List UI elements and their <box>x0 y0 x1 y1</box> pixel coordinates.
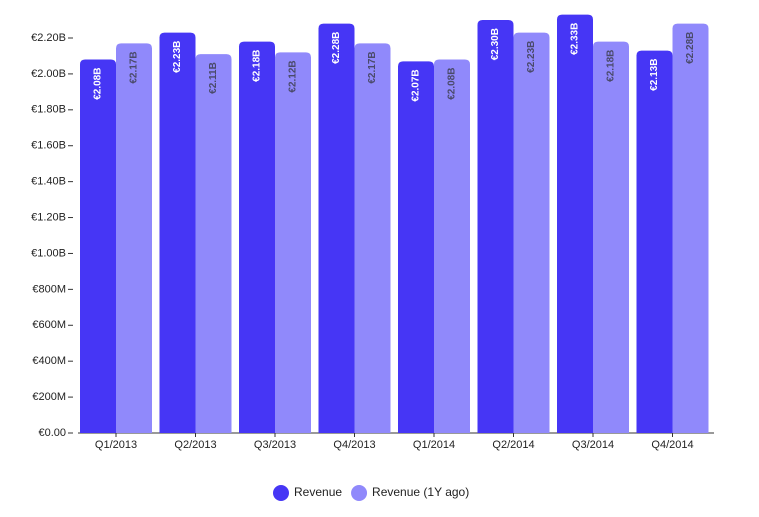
x-tick-label: Q4/2013 <box>333 439 375 451</box>
x-tick-label: Q4/2014 <box>651 439 693 451</box>
x-tick-label: Q1/2013 <box>95 439 137 451</box>
value-label: €2.17B <box>367 51 378 83</box>
bar <box>80 59 116 433</box>
bar <box>593 41 629 433</box>
value-label: €2.17B <box>129 51 140 83</box>
bar <box>159 32 196 433</box>
y-tick-label: €1.40B <box>31 176 66 188</box>
y-tick-label: €2.20B <box>31 32 66 44</box>
bar <box>398 61 434 433</box>
x-tick-label: Q3/2013 <box>254 439 296 451</box>
y-tick-label: €800M <box>32 283 66 295</box>
bar <box>557 14 593 434</box>
value-label: €2.13B <box>649 59 660 91</box>
value-label: €2.12B <box>288 60 299 92</box>
bar <box>354 43 391 434</box>
value-label: €2.08B <box>447 68 458 100</box>
y-tick-label: €1.60B <box>31 140 66 152</box>
bar <box>477 20 514 434</box>
legend-swatch <box>273 485 289 501</box>
y-tick-label: €1.00B <box>31 247 66 259</box>
y-tick-label: €400M <box>32 355 66 367</box>
value-label: €2.30B <box>490 28 501 60</box>
value-label: €2.07B <box>411 69 422 101</box>
y-tick-label: €1.20B <box>31 211 66 223</box>
x-tick-label: Q2/2013 <box>174 439 216 451</box>
value-label: €2.18B <box>252 50 263 82</box>
bar <box>239 41 275 433</box>
value-label: €2.11B <box>208 62 219 94</box>
value-label: €2.23B <box>526 41 537 73</box>
value-label: €2.33B <box>570 23 581 55</box>
bar <box>195 54 232 434</box>
x-tick-label: Q1/2014 <box>413 439 455 451</box>
bar <box>672 23 709 434</box>
bar <box>513 32 550 433</box>
y-tick-label: €0.00 <box>38 427 66 439</box>
y-tick-label: €600M <box>32 319 66 331</box>
x-tick-label: Q3/2014 <box>572 439 614 451</box>
bar <box>275 52 311 433</box>
legend-swatch <box>351 485 368 501</box>
value-label: €2.28B <box>331 32 342 64</box>
y-tick-label: €200M <box>32 391 66 403</box>
legend-label: Revenue (1Y ago) <box>372 485 469 499</box>
value-label: €2.28B <box>685 32 696 64</box>
value-label: €2.08B <box>93 68 104 100</box>
x-tick-label: Q2/2014 <box>492 439 534 451</box>
bar <box>318 23 355 434</box>
y-tick-label: €2.00B <box>31 68 66 80</box>
y-tick-label: €1.80B <box>31 104 66 116</box>
legend-label: Revenue <box>294 485 342 499</box>
bar <box>116 43 152 434</box>
bar <box>636 50 673 434</box>
bar <box>434 59 470 433</box>
value-label: €2.23B <box>172 41 183 73</box>
value-label: €2.18B <box>606 50 617 82</box>
